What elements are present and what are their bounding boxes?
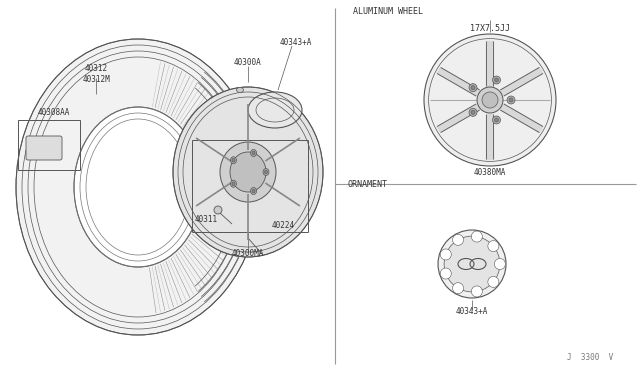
- Text: 40300MA: 40300MA: [232, 250, 264, 259]
- Circle shape: [477, 87, 503, 113]
- Ellipse shape: [251, 187, 257, 195]
- Text: 40300A: 40300A: [234, 58, 262, 67]
- Circle shape: [507, 96, 515, 104]
- Circle shape: [482, 92, 498, 108]
- Text: ALUMINUM WHEEL: ALUMINUM WHEEL: [353, 7, 423, 16]
- Text: 40312
40312M: 40312 40312M: [82, 64, 110, 84]
- Circle shape: [495, 78, 499, 82]
- Ellipse shape: [264, 170, 268, 174]
- Circle shape: [493, 116, 500, 124]
- Ellipse shape: [237, 87, 243, 93]
- Polygon shape: [486, 41, 493, 86]
- Text: 40343+A: 40343+A: [280, 38, 312, 46]
- Bar: [18, 120, 80, 170]
- Polygon shape: [486, 114, 493, 159]
- Ellipse shape: [263, 169, 269, 176]
- Polygon shape: [500, 104, 543, 132]
- Polygon shape: [500, 67, 543, 96]
- Ellipse shape: [230, 157, 236, 164]
- Circle shape: [495, 118, 499, 122]
- Circle shape: [488, 241, 499, 251]
- Text: J  3300  V: J 3300 V: [567, 353, 613, 362]
- Text: 40380MA: 40380MA: [474, 167, 506, 176]
- Text: ORNAMENT: ORNAMENT: [348, 180, 388, 189]
- Circle shape: [214, 206, 222, 214]
- Ellipse shape: [232, 182, 235, 186]
- Ellipse shape: [248, 92, 302, 128]
- Ellipse shape: [16, 39, 260, 335]
- Circle shape: [440, 268, 451, 279]
- Text: 40308AA: 40308AA: [38, 108, 70, 116]
- Ellipse shape: [252, 189, 255, 193]
- Text: 40224: 40224: [272, 221, 295, 230]
- Ellipse shape: [251, 150, 257, 157]
- Circle shape: [471, 110, 475, 114]
- Circle shape: [424, 34, 556, 166]
- Text: 40311: 40311: [195, 215, 218, 224]
- FancyBboxPatch shape: [26, 136, 62, 160]
- Circle shape: [452, 234, 463, 246]
- Polygon shape: [437, 104, 479, 132]
- Circle shape: [440, 249, 451, 260]
- Ellipse shape: [74, 107, 202, 267]
- Circle shape: [438, 230, 506, 298]
- Circle shape: [452, 283, 463, 294]
- Circle shape: [444, 236, 500, 292]
- Text: 40343+A: 40343+A: [456, 308, 488, 317]
- Circle shape: [494, 259, 506, 269]
- Circle shape: [488, 276, 499, 288]
- Ellipse shape: [230, 152, 266, 192]
- Ellipse shape: [220, 142, 276, 202]
- Circle shape: [471, 86, 475, 90]
- Circle shape: [469, 84, 477, 92]
- Circle shape: [471, 231, 483, 242]
- Ellipse shape: [173, 87, 323, 257]
- Ellipse shape: [252, 151, 255, 155]
- Circle shape: [493, 76, 500, 84]
- Circle shape: [469, 108, 477, 116]
- Ellipse shape: [232, 158, 235, 162]
- Text: 17X7.5JJ: 17X7.5JJ: [470, 23, 510, 32]
- Polygon shape: [437, 67, 479, 96]
- Circle shape: [509, 98, 513, 102]
- Circle shape: [471, 286, 483, 297]
- Ellipse shape: [230, 180, 236, 187]
